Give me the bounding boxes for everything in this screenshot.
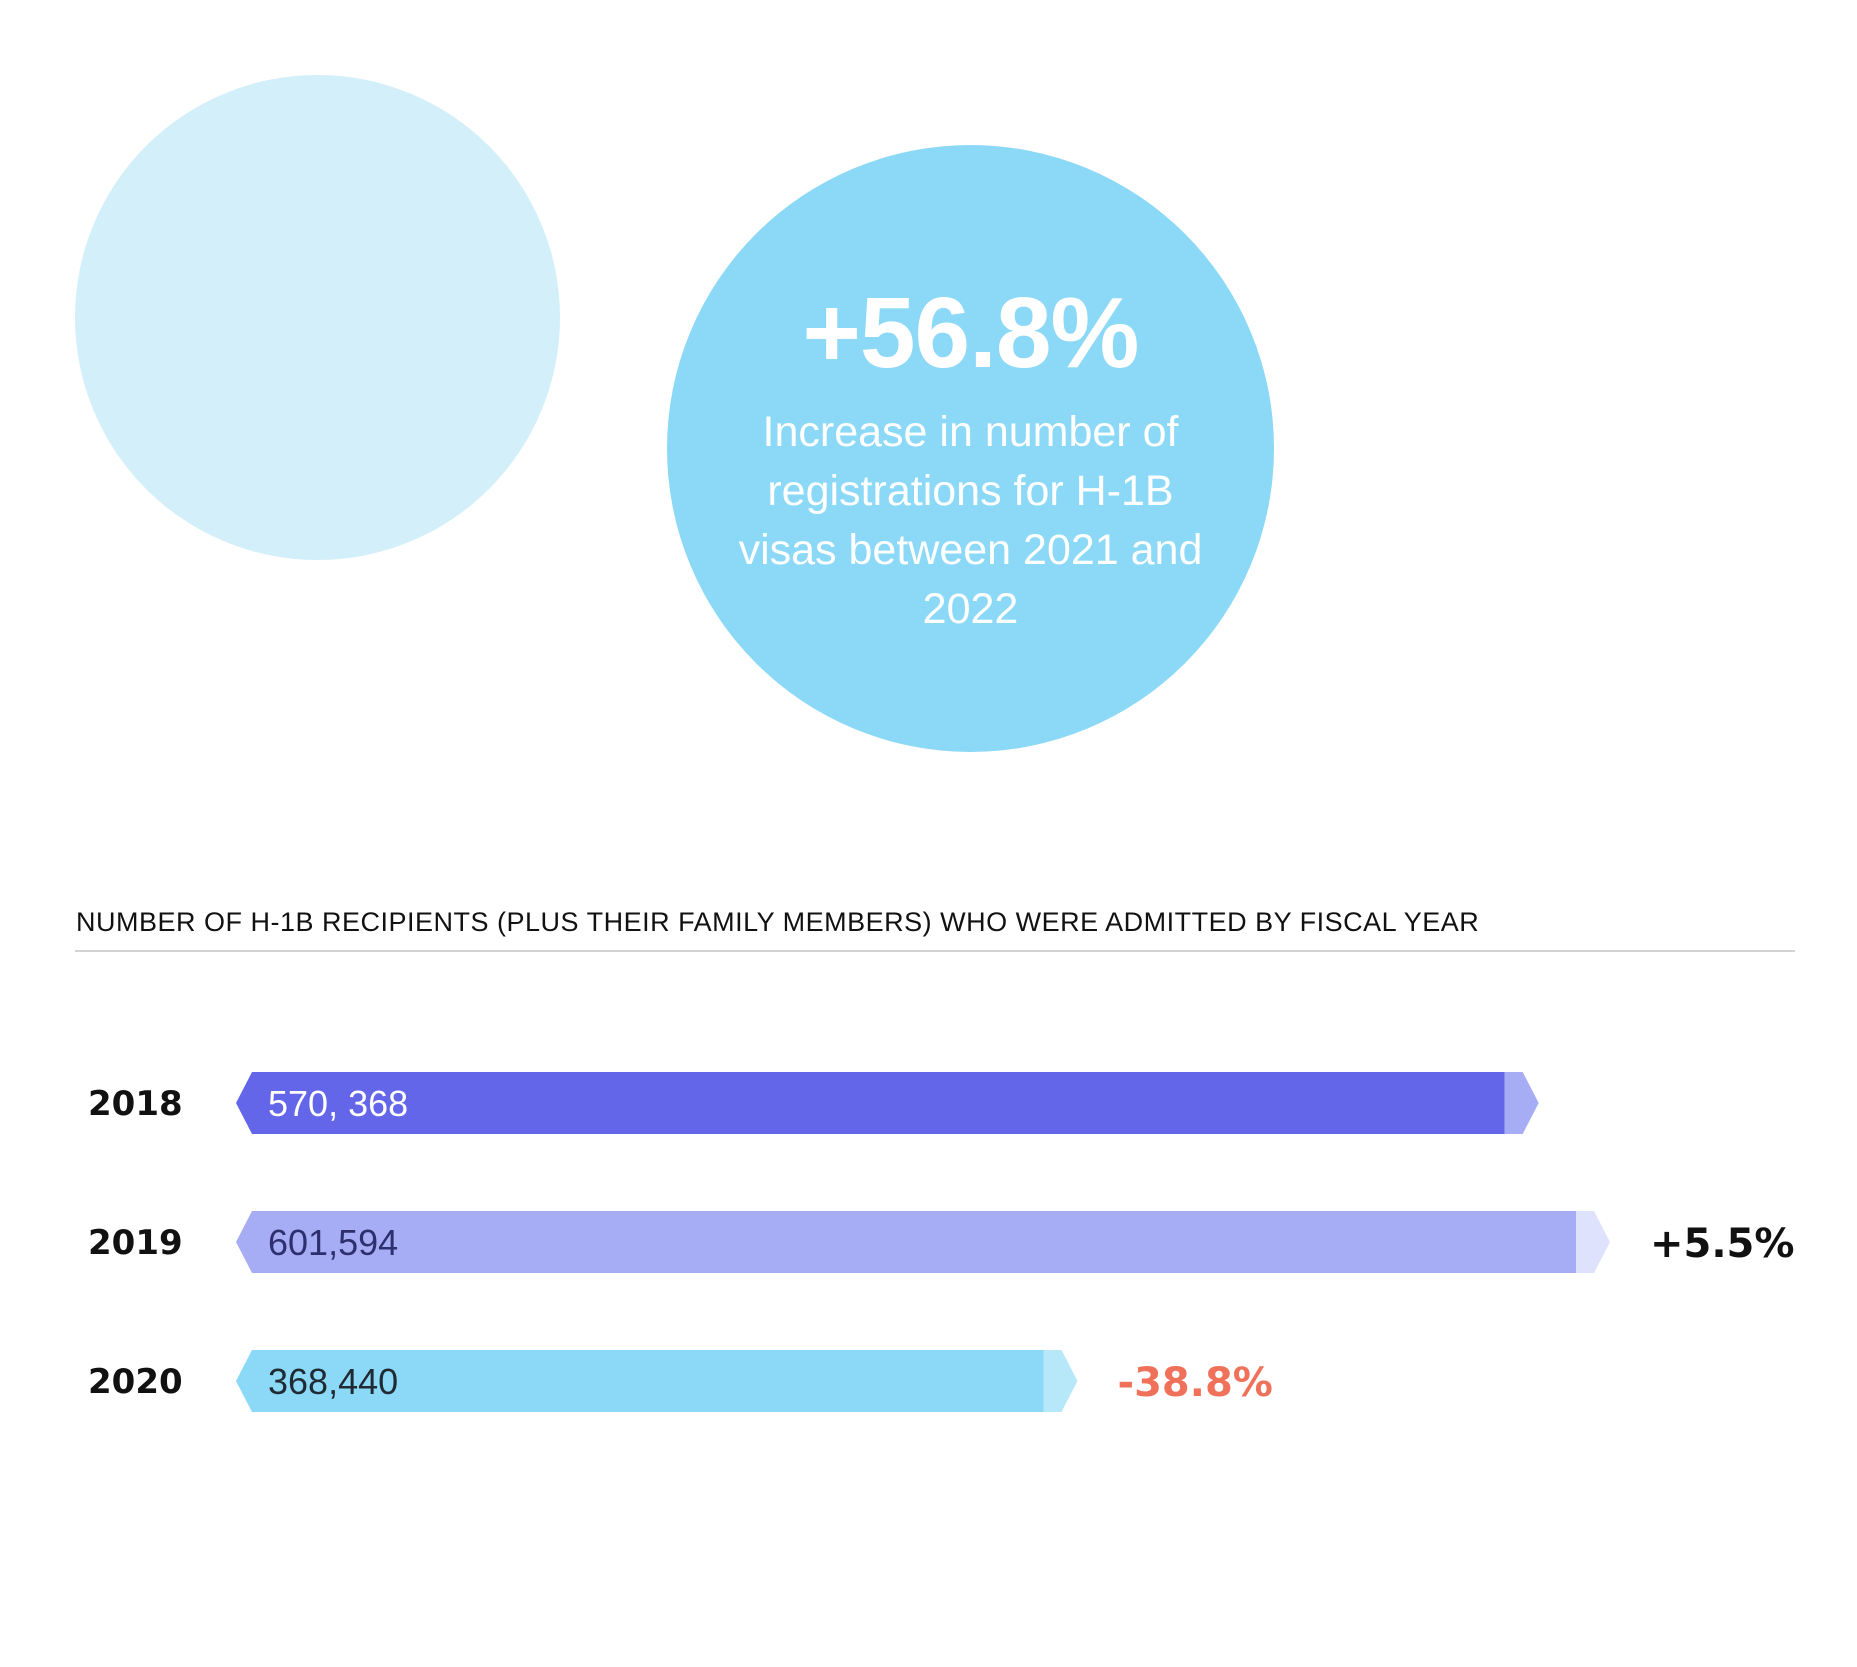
- year-label-2020: 2020: [88, 1362, 183, 1402]
- year-label-2019: 2019: [88, 1223, 183, 1263]
- change-label-2020: -38.8%: [1117, 1360, 1272, 1406]
- value-label-2020: 368,440: [268, 1361, 398, 1402]
- highlight-value: +56.8%: [802, 277, 1140, 389]
- highlight-circle: [667, 145, 1274, 752]
- change-label-2019: +5.5%: [1650, 1221, 1794, 1267]
- bar-2020: [236, 1350, 1044, 1412]
- value-label-2018: 570, 368: [268, 1083, 408, 1124]
- year-label-2018: 2018: [88, 1084, 183, 1124]
- bar-2019: [236, 1211, 1576, 1273]
- chart-title: NUMBER OF H-1B RECIPIENTS (PLUS THEIR FA…: [76, 907, 1480, 937]
- title-divider: [75, 950, 1795, 952]
- bar-2018: [236, 1072, 1505, 1134]
- value-label-2019: 601,594: [268, 1222, 398, 1263]
- bar-tip-2020: [1043, 1350, 1078, 1412]
- bar-tip-2018: [1504, 1072, 1539, 1134]
- highlight-description: Increase in number of registrations for …: [738, 408, 1203, 633]
- decorative-circle-light: [75, 75, 560, 560]
- bar-tip-2019: [1576, 1211, 1610, 1273]
